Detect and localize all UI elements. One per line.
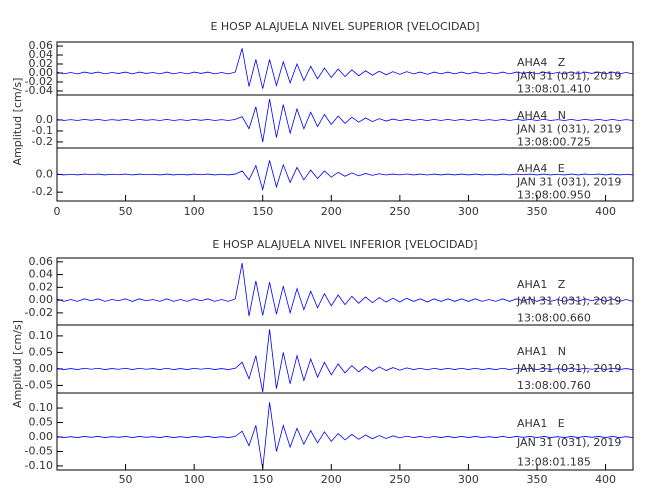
y-tick-label: 0.00: [29, 430, 54, 443]
y-tick-label: 0.00: [29, 66, 54, 79]
y-tick-label: 0.00: [29, 362, 54, 375]
y-tick-label: -0.04: [25, 84, 53, 97]
station-label: AHA4 E: [517, 162, 565, 175]
station-label: AHA1 Z: [517, 278, 566, 291]
panel-frame: [56, 392, 634, 471]
time-label: 13:08:00.725: [517, 136, 591, 149]
station-label: AHA1 N: [517, 345, 566, 358]
waveform: [56, 263, 634, 317]
x-tick-label: 100: [184, 205, 205, 218]
y-tick-label: 0.10: [29, 401, 54, 414]
x-tick-label: 250: [389, 205, 410, 218]
date-label: JAN 31 (031), 2019: [516, 69, 621, 82]
station-label: AHA1 E: [517, 417, 565, 430]
y-tick-label: 0.05: [29, 345, 54, 358]
x-tick-label: 200: [321, 473, 342, 486]
time-label: 13:08:01.410: [517, 83, 591, 96]
date-label: JAN 31 (031), 2019: [516, 436, 621, 449]
x-tick-label: 50: [119, 473, 133, 486]
waveform: [56, 402, 634, 469]
x-tick-label: 400: [595, 473, 616, 486]
y-axis-label: Amplitud [cm/s]: [11, 320, 24, 408]
y-tick-label: -0.05: [25, 378, 53, 391]
y-tick-label: 0.06: [29, 255, 54, 268]
y-tick-label: -0.02: [25, 306, 53, 319]
x-tick-label: 250: [389, 473, 410, 486]
x-tick-label: 150: [252, 473, 273, 486]
y-tick-label: 0.06: [29, 39, 54, 52]
chart-title: E HOSP ALAJUELA NIVEL SUPERIOR [VELOCIDA…: [210, 20, 479, 33]
time-label: 13:08:00.660: [517, 311, 591, 324]
y-axis-label: Amplitud [cm/s]: [11, 78, 24, 166]
station-label: AHA4 Z: [517, 56, 566, 69]
x-tick-label: 350: [527, 473, 548, 486]
x-tick-label: 50: [119, 205, 133, 218]
x-tick-label: 300: [458, 473, 479, 486]
y-tick-label: -0.2: [32, 135, 53, 148]
x-tick-label: 100: [184, 473, 205, 486]
waveform: [56, 329, 634, 393]
waveform: [56, 48, 634, 89]
x-tick-label: 200: [321, 205, 342, 218]
date-label: JAN 31 (031), 2019: [516, 175, 621, 188]
date-label: JAN 31 (031), 2019: [516, 122, 621, 135]
y-tick-label: 0.05: [29, 416, 54, 429]
y-tick-label: 0.04: [29, 48, 54, 61]
y-tick-label: -0.10: [25, 459, 53, 472]
y-tick-label: 0.02: [29, 57, 54, 70]
station-label: AHA4 N: [517, 109, 566, 122]
y-tick-label: -0.05: [25, 444, 53, 457]
x-tick-label: 400: [595, 205, 616, 218]
y-tick-label: -0.02: [25, 75, 53, 88]
x-tick-label: 150: [252, 205, 273, 218]
waveform: [56, 98, 634, 143]
y-tick-label: 0.10: [29, 329, 54, 342]
y-tick-label: 0.04: [29, 268, 54, 281]
x-tick-label: 300: [458, 205, 479, 218]
time-label: 13:08:01.185: [517, 455, 591, 468]
y-tick-label: 0.0: [36, 113, 54, 126]
x-tick-label: 350: [527, 205, 548, 218]
y-tick-label: -0.1: [32, 124, 53, 137]
chart-title: E HOSP ALAJUELA NIVEL INFERIOR [VELOCIDA…: [212, 238, 477, 251]
time-label: 13:08:00.950: [517, 189, 591, 202]
waveform: [56, 160, 634, 192]
date-label: JAN 31 (031), 2019: [516, 362, 621, 375]
y-tick-label: 0.00: [29, 293, 54, 306]
y-tick-label: -0.2: [32, 185, 53, 198]
y-tick-label: 0.0: [36, 168, 54, 181]
date-label: JAN 31 (031), 2019: [516, 295, 621, 308]
time-label: 13:08:00.760: [517, 379, 591, 392]
y-tick-label: 0.02: [29, 280, 54, 293]
x-tick-label: 0: [54, 205, 61, 218]
